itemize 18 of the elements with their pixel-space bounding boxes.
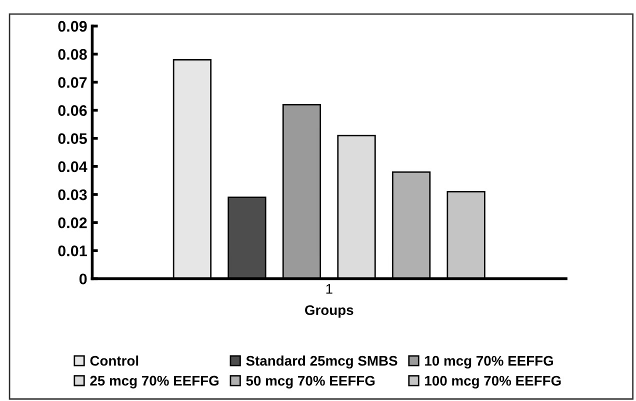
- legend-label: 50 mcg 70% EEFFG: [246, 376, 375, 388]
- y-tick-label: 0.06: [58, 105, 87, 116]
- x-tick-label: 1: [326, 284, 332, 294]
- legend-label: Control: [90, 356, 138, 366]
- y-tick-label: 0.07: [58, 77, 87, 88]
- y-tick-label: 0.09: [58, 20, 87, 32]
- y-tick-label: 0: [79, 274, 87, 284]
- legend-label: 100 mcg 70% EEFFG: [425, 376, 561, 388]
- y-tick-label: 0.03: [58, 189, 87, 200]
- legend-label: 25 mcg 70% EEFFG: [90, 376, 219, 388]
- x-axis-title: Groups: [305, 305, 354, 318]
- y-tick-label: 0.08: [58, 49, 87, 60]
- y-tick-label: 0.02: [58, 217, 87, 228]
- y-tick-label: 0.04: [58, 161, 88, 172]
- legend-label: Standard 25mcg SMBS: [246, 356, 398, 369]
- legend-label: 10 mcg 70% EEFFG: [425, 356, 554, 369]
- y-tick-label: 0.01: [58, 245, 87, 256]
- y-tick-label: 0.05: [58, 133, 87, 144]
